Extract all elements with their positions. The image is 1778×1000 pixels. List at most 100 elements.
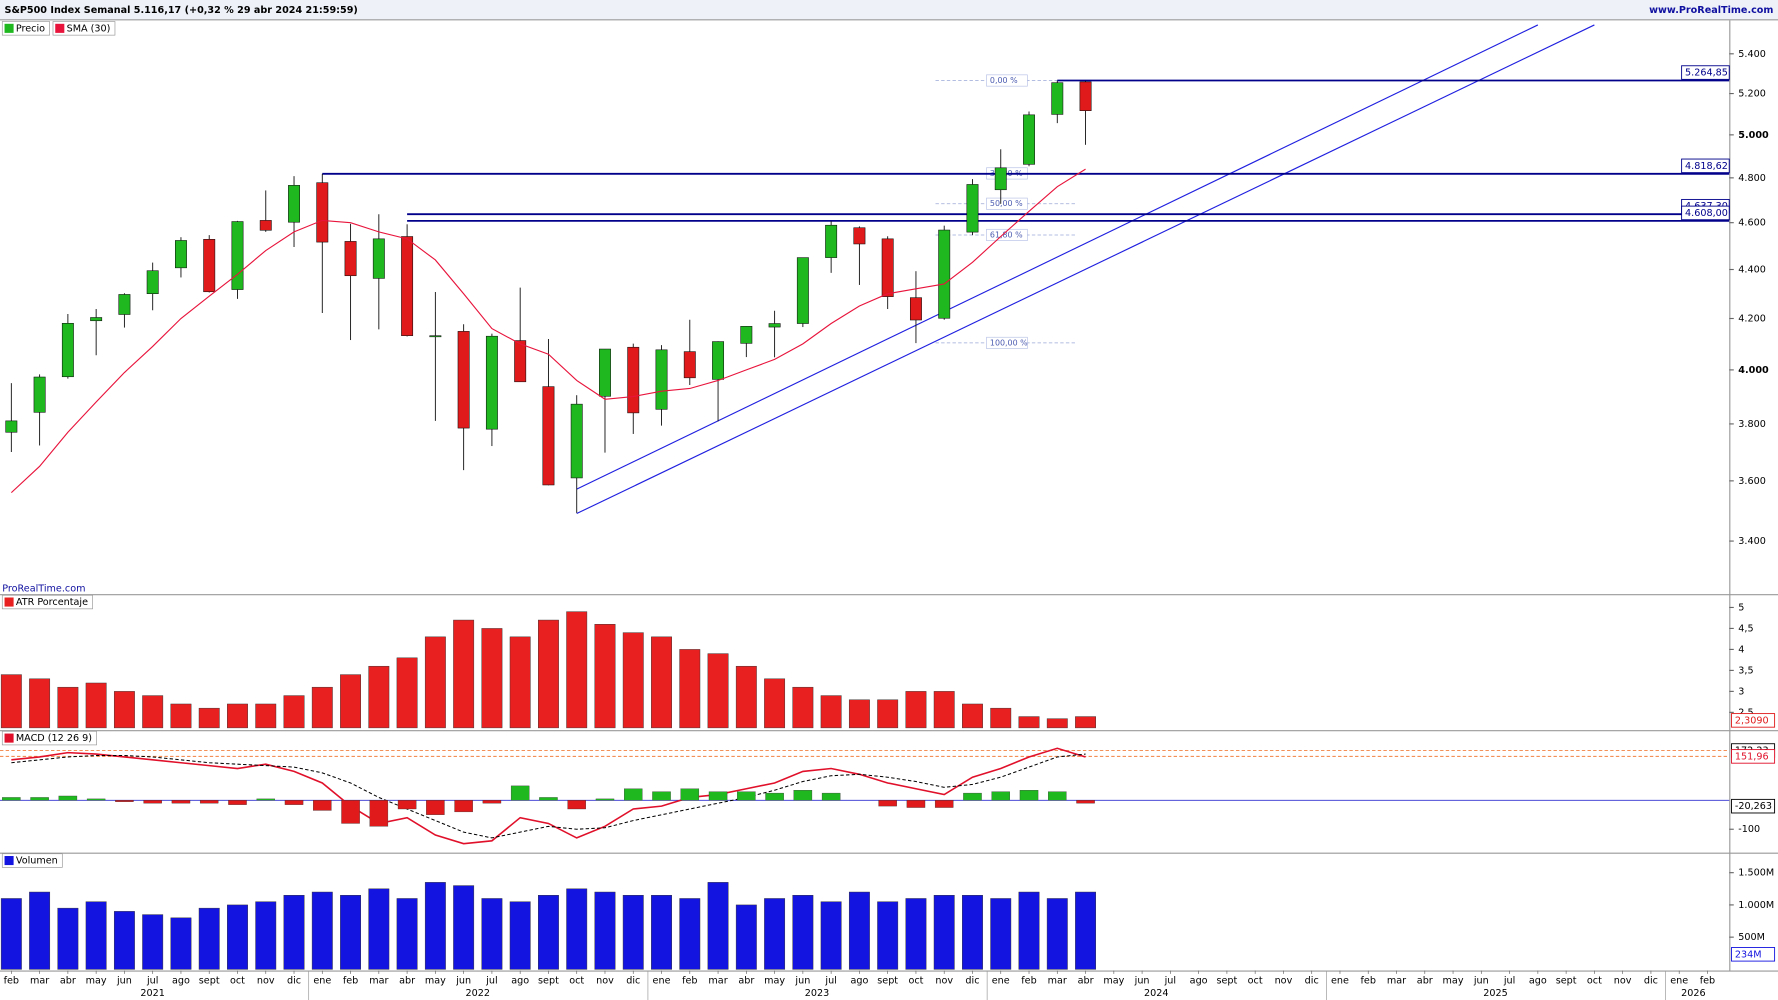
y-tick-label: 4.000	[1738, 365, 1769, 376]
y-tick-label: 1.500M	[1738, 868, 1774, 879]
macd-histogram-bar	[1076, 800, 1095, 804]
year-label: 2023	[805, 988, 830, 999]
level-label-box	[1681, 205, 1730, 221]
macd-histogram-bar	[821, 792, 841, 801]
x-tick-label: jul	[1164, 976, 1176, 987]
watermark: ProRealTime.com	[2, 583, 85, 594]
bar	[170, 917, 192, 970]
bar	[0, 674, 22, 729]
bar	[424, 882, 446, 970]
marker-box	[1731, 749, 1776, 764]
bar	[57, 686, 79, 729]
fib-label: 100,00 %	[990, 338, 1028, 347]
bar	[29, 891, 51, 970]
fib-label-box	[986, 336, 1028, 349]
trend-line	[576, 24, 1539, 490]
bar	[255, 703, 277, 729]
legend-entry: Precio	[16, 23, 45, 34]
panel-legend-swatch	[4, 733, 14, 743]
bar	[453, 885, 475, 970]
macd-histogram-bar	[652, 791, 671, 801]
bar	[848, 699, 870, 729]
bar	[566, 888, 588, 970]
bar	[566, 611, 588, 729]
x-tick-label: mar	[708, 976, 727, 987]
bar	[0, 898, 22, 970]
bar	[962, 895, 983, 970]
y-tick-label: 4.200	[1738, 314, 1766, 325]
bar	[877, 901, 899, 970]
candle-body	[146, 270, 159, 295]
level-label: 4.608,00	[1685, 208, 1728, 219]
panel-legend-swatch	[4, 597, 14, 607]
bar	[85, 682, 107, 729]
y-tick-label: 2,5	[1738, 707, 1753, 718]
x-tick-label: jul	[824, 976, 836, 987]
candle-body	[768, 323, 781, 328]
level-label-box	[1681, 158, 1730, 174]
fib-label: 0,00 %	[990, 76, 1018, 85]
bar	[283, 695, 305, 729]
level-label: 5.264,85	[1685, 68, 1728, 79]
bar	[622, 632, 644, 729]
bar	[396, 898, 418, 970]
y-tick-label: 3.600	[1738, 476, 1766, 487]
panel-legend: MACD (12 26 9)	[16, 733, 92, 744]
header-title: S&P500 Index Semanal 5.116,17 (+0,32 % 2…	[5, 5, 358, 16]
macd-histogram-bar	[115, 800, 134, 802]
x-tick-label: ene	[992, 976, 1010, 987]
bar	[679, 649, 701, 729]
bar	[707, 653, 729, 729]
x-tick-label: ene	[653, 976, 671, 987]
x-tick-label: mar	[1387, 976, 1406, 987]
x-tick-label: jul	[1503, 976, 1515, 987]
x-tick-label: nov	[596, 976, 614, 987]
x-tick-label: abr	[1417, 976, 1433, 987]
bar	[198, 707, 220, 729]
x-tick-label: mar	[30, 976, 49, 987]
y-tick-label: -100	[1738, 824, 1760, 835]
candle-body	[344, 241, 357, 277]
x-tick-label: dic	[965, 976, 979, 987]
fib-label: 61,80 %	[990, 230, 1023, 239]
macd-histogram-bar	[454, 800, 473, 813]
x-tick-label: may	[764, 976, 785, 987]
bar	[453, 619, 475, 729]
bar	[792, 895, 814, 970]
x-tick-label: sept	[1556, 976, 1577, 987]
x-tick-label: may	[86, 976, 107, 987]
legend-entry-box	[1, 21, 50, 36]
x-tick-label: dic	[1644, 976, 1658, 987]
bar	[735, 665, 757, 729]
panel-legend: Volumen	[16, 856, 58, 867]
macd-histogram-bar	[482, 800, 502, 804]
x-tick-label: sept	[1216, 976, 1237, 987]
candle-body	[994, 167, 1007, 191]
bar	[340, 674, 361, 729]
x-tick-label: jun	[794, 976, 810, 987]
y-tick-label: 5.200	[1738, 89, 1766, 100]
bar	[311, 686, 333, 729]
x-tick-label: dic	[626, 976, 640, 987]
y-tick-label: 5.400	[1738, 49, 1766, 60]
x-tick-label: jun	[1134, 976, 1150, 987]
x-tick-label: sept	[538, 976, 559, 987]
fib-label: 50,00 %	[990, 199, 1023, 208]
bar	[651, 895, 672, 970]
x-tick-label: nov	[1614, 976, 1632, 987]
panel-legend-swatch	[4, 856, 14, 866]
x-tick-label: sept	[199, 976, 220, 987]
header-site[interactable]: www.ProRealTime.com	[1649, 5, 1773, 16]
macd-histogram-bar	[369, 800, 389, 827]
bar	[198, 907, 220, 970]
macd-histogram-bar	[539, 797, 558, 801]
x-tick-label: oct	[569, 976, 584, 987]
x-tick-label: sept	[877, 976, 898, 987]
candle-body	[1023, 114, 1035, 165]
macd-histogram-bar	[284, 800, 304, 805]
candle-body	[1079, 81, 1092, 111]
x-tick-label: feb	[4, 976, 19, 987]
macd-histogram-bar	[313, 800, 332, 811]
y-tick-label: 4.600	[1738, 218, 1766, 229]
